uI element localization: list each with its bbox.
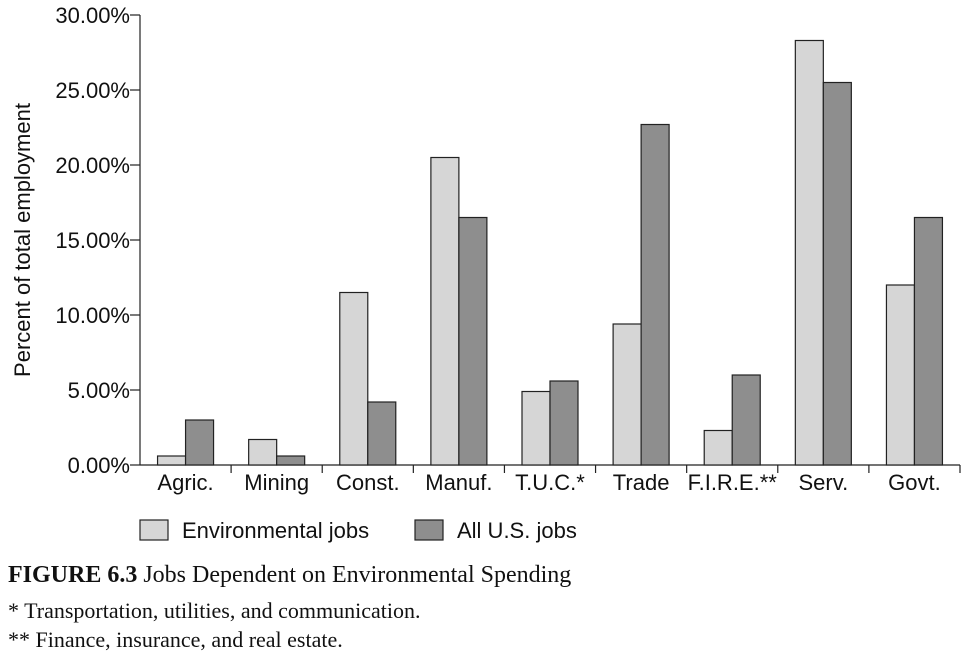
bars bbox=[156, 39, 944, 466]
y-tick-label: 15.00% bbox=[55, 228, 130, 253]
bar-all-us-1 bbox=[276, 455, 306, 466]
bar-all-us-8 bbox=[913, 216, 944, 466]
x-tick-label: Trade bbox=[613, 470, 670, 495]
bar-environmental-6 bbox=[703, 429, 733, 466]
footnote-fire: ** Finance, insurance, and real estate. bbox=[8, 627, 343, 652]
legend-label: All U.S. jobs bbox=[457, 518, 577, 543]
y-tick-label: 10.00% bbox=[55, 303, 130, 328]
bar-environmental-5 bbox=[612, 323, 642, 466]
y-tick-label: 30.00% bbox=[55, 3, 130, 28]
bar-all-us-2 bbox=[367, 401, 397, 466]
y-tick-label: 5.00% bbox=[68, 378, 130, 403]
x-tick-label: Serv. bbox=[798, 470, 848, 495]
legend-swatch bbox=[414, 519, 444, 541]
labels: 0.00% 5.00% 10.00% 15.00% 20.00% 25.00% 30.00%… bbox=[55, 3, 940, 495]
bar-all-us-7 bbox=[822, 81, 852, 466]
legend: Environmental jobs All U.S. jobs bbox=[139, 518, 577, 543]
x-tick-label: Agric. bbox=[157, 470, 213, 495]
footnote-tuc: * Transportation, utilities, and communi… bbox=[8, 598, 421, 623]
bar-chart: 0.00% 5.00% 10.00% 15.00% 20.00% 25.00% 30.00%… bbox=[10, 3, 961, 543]
bar-all-us-4 bbox=[549, 380, 579, 466]
bar-all-us-0 bbox=[184, 419, 215, 466]
x-tick-label: Const. bbox=[336, 470, 400, 495]
bar-environmental-2 bbox=[339, 291, 369, 466]
y-axis-label: Percent of total employment bbox=[10, 103, 35, 377]
bar-all-us-5 bbox=[640, 123, 670, 466]
bar-environmental-7 bbox=[794, 39, 824, 466]
y-tick-label: 25.00% bbox=[55, 78, 130, 103]
legend-label: Environmental jobs bbox=[182, 518, 369, 543]
bar-environmental-4 bbox=[521, 390, 551, 466]
legend-swatch bbox=[139, 519, 169, 541]
x-tick-label: F.I.R.E.** bbox=[688, 470, 778, 495]
figure-label: FIGURE 6.3 bbox=[8, 562, 138, 588]
x-tick-label: T.U.C.* bbox=[515, 470, 585, 495]
y-tick-label: 20.00% bbox=[55, 153, 130, 178]
figure-title: Jobs Dependent on Environmental Spending bbox=[143, 562, 572, 588]
figure-caption: FIGURE 6.3 Jobs Dependent on Environmenta… bbox=[8, 562, 571, 589]
x-tick-label: Govt. bbox=[888, 470, 941, 495]
bar-environmental-1 bbox=[248, 438, 278, 466]
bar-environmental-3 bbox=[430, 156, 460, 466]
bar-all-us-3 bbox=[458, 216, 488, 466]
bar-all-us-6 bbox=[731, 374, 761, 466]
bar-environmental-0 bbox=[156, 455, 187, 466]
bar-environmental-8 bbox=[885, 284, 916, 466]
y-tick-label: 0.00% bbox=[68, 453, 130, 478]
x-tick-label: Mining bbox=[244, 470, 309, 495]
x-tick-label: Manuf. bbox=[425, 470, 492, 495]
